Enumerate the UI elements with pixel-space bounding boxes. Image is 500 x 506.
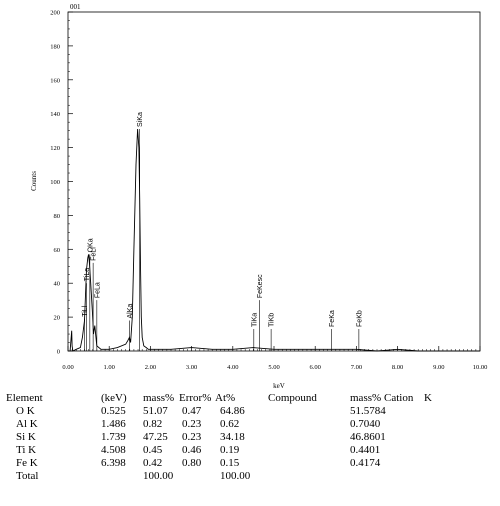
header-cation: Cation <box>384 392 414 404</box>
y-tick-label: 0 <box>57 349 60 356</box>
peak-label: SiKa <box>137 112 144 127</box>
axis-ticks <box>67 11 481 352</box>
mass-cell: 0.82 <box>143 418 163 430</box>
k-cell: 0.4174 <box>350 457 381 469</box>
x-tick-label: 4.00 <box>227 364 238 371</box>
x-tick-label: 7.00 <box>351 364 362 371</box>
header-compound: Compound <box>268 392 317 404</box>
y-tick-label: 60 <box>54 247 61 254</box>
header-at: At% <box>215 392 236 404</box>
x-tick-label: 9.00 <box>433 364 444 371</box>
peak-label: FeKa <box>329 310 336 327</box>
y-tick-label: 160 <box>50 77 60 84</box>
peak-label: FeKesc <box>257 274 264 298</box>
mass-cell: 0.42 <box>143 457 163 469</box>
table-row: O K 0.525 51.07 0.47 64.86 51.5784 <box>6 405 494 418</box>
x-tick-label: 3.00 <box>186 364 197 371</box>
y-tick-labels: 0 20 40 60 80 100 120 140 160 180 200 <box>50 10 60 356</box>
y-tick-label: 20 <box>54 315 61 322</box>
y-tick-label: 80 <box>54 213 61 220</box>
k-cell: 0.4401 <box>350 444 381 456</box>
peak-label: FeKb <box>356 310 363 327</box>
total-label: Total <box>16 470 39 482</box>
kev-cell: 1.486 <box>101 418 126 430</box>
header-k: K <box>424 392 432 404</box>
x-tick-label: 0.00 <box>62 364 73 371</box>
header-error: Error% <box>179 392 212 404</box>
y-tick-label: 180 <box>50 43 60 50</box>
peak-label: TiKa <box>251 313 258 327</box>
kev-cell: 4.508 <box>101 444 126 456</box>
kev-cell: 6.398 <box>101 457 126 469</box>
at-cell: 0.19 <box>220 444 240 456</box>
header-mass: mass% <box>143 392 175 404</box>
k-cell: 46.8601 <box>350 431 386 443</box>
x-tick-label: 1.00 <box>104 364 115 371</box>
table-total-row: Total 100.00 100.00 <box>6 470 494 483</box>
total-at: 100.00 <box>220 470 251 482</box>
header-element: Element <box>6 392 43 404</box>
header-kev: (keV) <box>101 392 127 404</box>
y-tick-label: 200 <box>50 10 60 17</box>
peak-label: OKa <box>87 238 94 252</box>
x-tick-label: 10.00 <box>473 364 488 371</box>
mass-cell: 51.07 <box>143 405 168 417</box>
at-cell: 64.86 <box>220 405 245 417</box>
table-row: Si K 1.739 47.25 0.23 34.18 46.8601 <box>6 431 494 444</box>
kev-cell: 1.739 <box>101 431 126 443</box>
element-cell: Si K <box>16 431 36 443</box>
x-tick-label: 2.00 <box>145 364 156 371</box>
spectrum-line <box>68 128 480 352</box>
peak-label: TiKb <box>269 313 276 327</box>
error-cell: 0.23 <box>182 418 202 430</box>
peak-label: TiLa <box>84 268 91 281</box>
error-cell: 0.46 <box>182 444 202 456</box>
at-cell: 0.15 <box>220 457 240 469</box>
error-cell: 0.47 <box>182 405 202 417</box>
mass-cell: 0.45 <box>143 444 163 456</box>
table-row: Ti K 4.508 0.45 0.46 0.19 0.4401 <box>6 444 494 457</box>
total-mass: 100.00 <box>143 470 174 482</box>
x-tick-labels: 0.00 1.00 2.00 3.00 4.00 5.00 6.00 7.00 8.00 9.00… <box>62 364 487 371</box>
header-mass-compound: mass% <box>350 392 382 404</box>
plot-frame <box>67 11 481 352</box>
y-tick-label: 120 <box>50 145 60 152</box>
mass-cell: 47.25 <box>143 431 168 443</box>
peak-label: FeLa <box>94 282 101 298</box>
error-cell: 0.80 <box>182 457 202 469</box>
table-header-row: Element (keV) mass% Error% At% Compound … <box>6 392 494 405</box>
x-tick-label: 6.00 <box>310 364 321 371</box>
quantification-table: Element (keV) mass% Error% At% Compound … <box>6 392 494 483</box>
eds-spectrum-chart: 0.00 1.00 2.00 3.00 4.00 5.00 6.00 7.00 8.00 9.00… <box>30 3 487 390</box>
k-cell: 0.7040 <box>350 418 381 430</box>
element-cell: O K <box>16 405 35 417</box>
peak-label: TiLl <box>82 305 89 316</box>
x-tick-label: 8.00 <box>392 364 403 371</box>
y-tick-label: 140 <box>50 111 60 118</box>
k-cell: 51.5784 <box>350 405 386 417</box>
peak-markers <box>84 128 360 351</box>
at-cell: 34.18 <box>220 431 245 443</box>
y-tick-label: 40 <box>54 281 61 288</box>
element-cell: Fe K <box>16 457 38 469</box>
x-tick-label: 5.00 <box>268 364 279 371</box>
table-row: Fe K 6.398 0.42 0.80 0.15 0.4174 <box>6 457 494 470</box>
x-axis-label: keV <box>273 382 285 390</box>
y-axis-label: Counts <box>30 171 38 191</box>
element-cell: Al K <box>16 418 38 430</box>
kev-cell: 0.525 <box>101 405 126 417</box>
table-row: Al K 1.486 0.82 0.23 0.62 0.7040 <box>6 418 494 431</box>
peak-label: FeLl <box>91 247 98 261</box>
error-cell: 0.23 <box>182 431 202 443</box>
peak-label: AlKa <box>127 304 134 319</box>
at-cell: 0.62 <box>220 418 240 430</box>
spectrum-label: 001 <box>70 3 81 11</box>
y-tick-label: 100 <box>50 179 60 186</box>
element-cell: Ti K <box>16 444 37 456</box>
